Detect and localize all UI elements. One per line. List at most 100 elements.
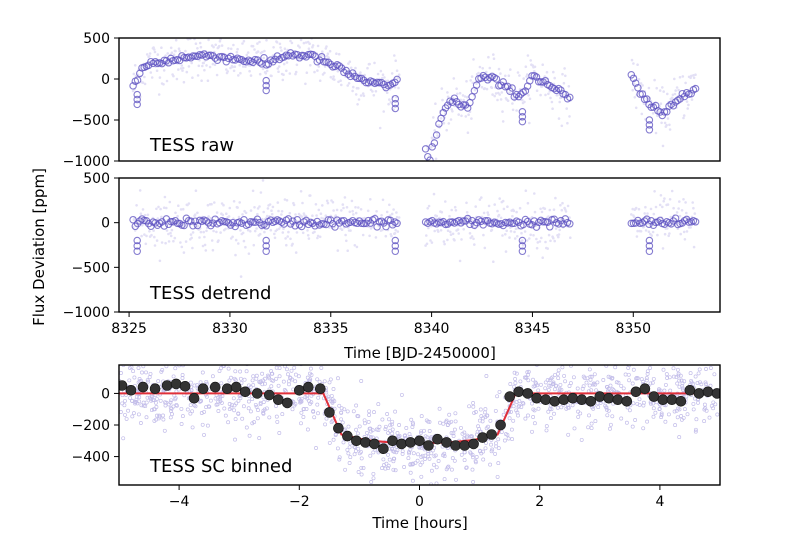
data-point [189, 387, 194, 392]
data-point [385, 91, 389, 94]
data-point [243, 209, 246, 213]
data-point [494, 441, 498, 446]
data-point [309, 400, 314, 405]
data-point [145, 53, 149, 56]
data-point [355, 86, 359, 90]
data-point [361, 92, 365, 95]
data-point [650, 234, 653, 237]
data-point [644, 376, 649, 381]
data-point [504, 74, 507, 78]
data-point [601, 378, 606, 382]
data-point [395, 434, 400, 439]
data-point [257, 234, 261, 237]
data-point [520, 231, 523, 235]
data-point [248, 69, 251, 73]
data-point [462, 436, 467, 441]
binned-point [138, 215, 146, 223]
data-point [548, 208, 552, 212]
data-point [197, 399, 202, 404]
data-point [238, 201, 241, 204]
data-point [219, 400, 224, 405]
data-point [616, 380, 621, 385]
binned-point [479, 221, 487, 229]
data-point [449, 230, 452, 234]
data-point [660, 121, 663, 125]
binned-point [340, 68, 348, 77]
data-point [492, 260, 495, 264]
data-point [291, 30, 294, 33]
data-point [587, 413, 591, 418]
data-point [553, 340, 556, 343]
data-point [487, 55, 490, 59]
data-point [265, 373, 270, 378]
data-point [379, 69, 383, 73]
data-point [555, 353, 558, 356]
data-point [169, 231, 172, 235]
data-point [659, 415, 664, 420]
data-point [323, 422, 328, 427]
data-point [676, 373, 681, 378]
data-point [219, 366, 223, 371]
data-point [359, 94, 363, 97]
data-point [531, 64, 535, 67]
data-point [703, 380, 708, 385]
data-point [457, 113, 461, 116]
data-point [196, 47, 199, 50]
data-point [353, 244, 357, 247]
data-point [619, 383, 624, 388]
data-point [394, 228, 398, 232]
data-point [356, 103, 359, 106]
data-point [169, 398, 174, 403]
data-point [343, 467, 348, 472]
data-point [246, 383, 251, 388]
data-point [357, 424, 362, 429]
data-point [177, 47, 181, 50]
data-point [524, 355, 527, 358]
data-point [566, 432, 571, 437]
data-point [439, 229, 443, 232]
data-point [662, 90, 665, 93]
data-point [247, 252, 251, 255]
data-point [196, 211, 199, 215]
data-point [531, 415, 536, 419]
data-point [464, 435, 469, 440]
data-point [304, 214, 308, 218]
data-point [164, 400, 169, 405]
binned-point [472, 81, 481, 89]
binned-point [193, 52, 202, 61]
data-point [481, 449, 486, 454]
data-point [693, 374, 698, 379]
data-point [241, 65, 245, 68]
binned-point [266, 56, 275, 64]
data-point [225, 68, 228, 71]
data-point [606, 408, 611, 413]
data-point [339, 227, 342, 230]
data-point [238, 369, 243, 374]
data-point [281, 379, 286, 384]
data-point [383, 466, 388, 471]
binned-point [631, 79, 640, 87]
data-point [446, 229, 450, 232]
data-point [396, 434, 401, 439]
data-point [313, 70, 316, 74]
data-point [376, 428, 381, 432]
data-point [387, 457, 392, 462]
y-tick-label: 500 [83, 171, 110, 187]
data-point [199, 230, 203, 234]
data-point [191, 76, 194, 79]
data-point [191, 246, 194, 250]
data-point [387, 102, 390, 106]
data-point [474, 205, 478, 208]
y-tick-label: −1000 [63, 154, 110, 170]
data-point [194, 189, 198, 192]
data-point [467, 404, 472, 409]
data-point [311, 231, 315, 235]
data-point [335, 208, 339, 212]
data-point [283, 365, 287, 369]
data-point [375, 210, 378, 213]
data-point [543, 380, 548, 385]
data-point [388, 423, 393, 428]
data-point [213, 63, 217, 67]
panel-sc-binned: 0−200−400−4 −2 0 2 4 [72, 340, 721, 510]
data-point [558, 100, 561, 104]
